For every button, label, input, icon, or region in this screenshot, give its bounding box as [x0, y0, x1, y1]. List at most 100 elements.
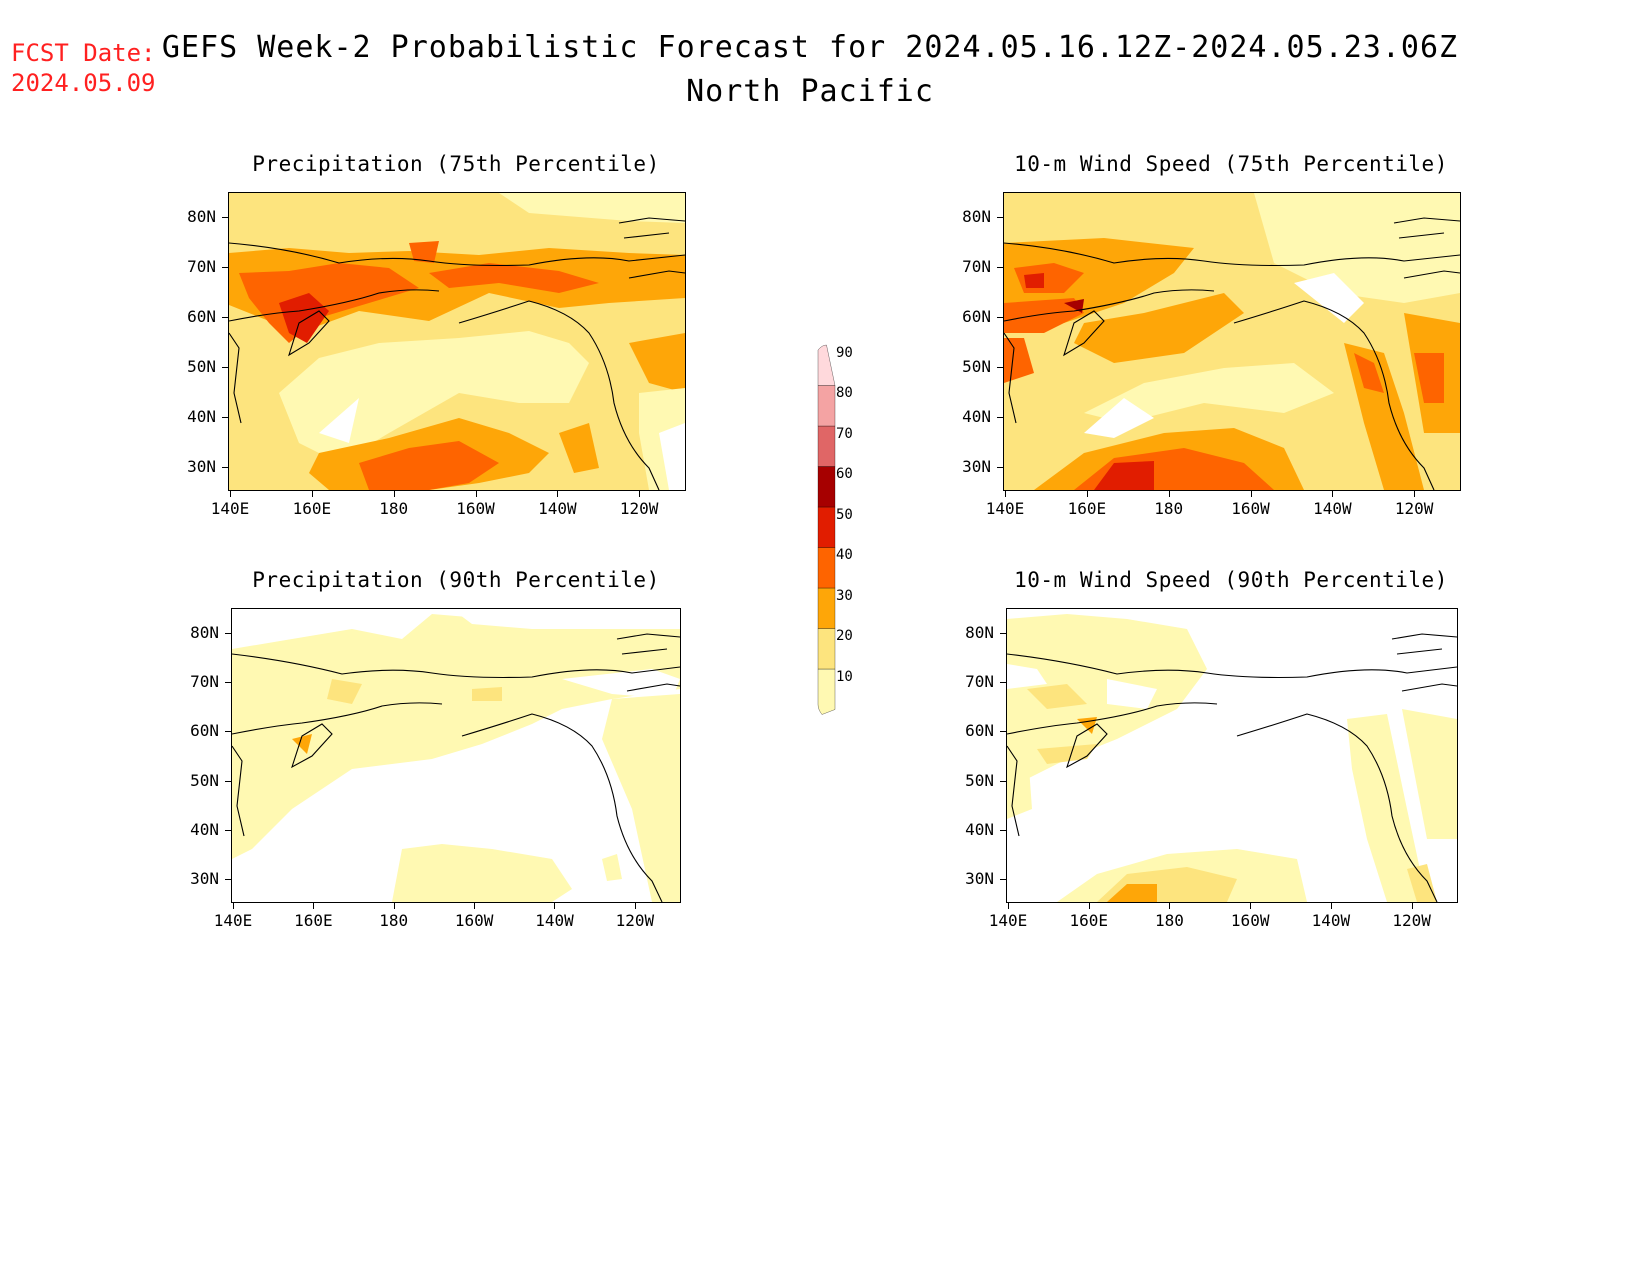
lon-tick: [1332, 491, 1334, 497]
colorbar-label: 80: [836, 385, 853, 401]
lat-label: 40N: [187, 406, 216, 426]
lon-label: 140W: [538, 499, 577, 518]
lon-label: 180: [379, 911, 409, 930]
lat-label: 30N: [187, 456, 216, 476]
lon-tick: [313, 903, 315, 909]
fcst-date: FCST Date: 2024.05.09: [11, 38, 156, 98]
lon-label: 140W: [1311, 911, 1351, 930]
lon-label: 120W: [1392, 911, 1431, 930]
lon-tick: [233, 903, 234, 909]
lon-tick: [1250, 903, 1252, 909]
lat-tick: [997, 316, 1003, 318]
lat-tick: [1000, 878, 1006, 880]
lon-label: 120W: [619, 499, 659, 518]
lat-tick: [225, 682, 231, 684]
lat-label: 50N: [187, 356, 216, 376]
lat-label: 50N: [962, 356, 991, 376]
lat-tick: [225, 780, 231, 782]
lon-tick: [557, 491, 559, 497]
colorbar-segment: [817, 668, 836, 715]
lon-tick: [474, 903, 476, 909]
colorbar-segment: [817, 547, 836, 589]
colorbar-label: 20: [836, 628, 853, 644]
colorbar-label: 70: [836, 425, 853, 442]
lat-label: 40N: [962, 406, 991, 426]
lat-label: 50N: [190, 770, 219, 790]
lon-tick: [639, 491, 641, 497]
lat-tick: [222, 416, 228, 418]
lon-label: 160W: [456, 499, 495, 518]
lon-label: 140E: [985, 499, 1025, 518]
lat-label: 60N: [962, 306, 991, 326]
subtitle: North Pacific: [686, 74, 934, 109]
lon-tick: [1414, 491, 1416, 497]
lon-tick: [1086, 491, 1088, 497]
lat-label: 40N: [190, 819, 219, 839]
lon-tick: [1411, 903, 1413, 909]
map-wind75: [1003, 192, 1461, 491]
lon-tick: [1168, 491, 1170, 497]
lon-label: 140E: [210, 499, 250, 518]
lon-tick: [475, 491, 477, 497]
colorbar-label: 50: [836, 506, 853, 523]
colorbar: [810, 335, 870, 745]
colorbar-segment: [817, 506, 836, 548]
lon-tick: [1330, 903, 1332, 909]
lat-tick: [222, 466, 228, 468]
lat-label: 80N: [962, 207, 991, 226]
lat-tick: [222, 266, 228, 268]
lon-tick: [393, 491, 395, 497]
colorbar-label: 60: [836, 466, 853, 482]
lat-tick: [222, 366, 228, 368]
lat-label: 80N: [187, 207, 216, 226]
lon-tick: [1088, 903, 1090, 909]
lat-label: 70N: [187, 256, 216, 276]
lon-tick: [230, 491, 231, 497]
lon-label: 180: [379, 499, 409, 518]
colorbar-label: 30: [836, 587, 853, 604]
lon-tick: [1169, 903, 1171, 909]
lon-label: 160E: [1067, 499, 1107, 518]
lat-label: 30N: [962, 456, 991, 476]
fcst-label: FCST Date:: [11, 39, 156, 67]
colorbar-label: 90: [836, 344, 853, 361]
lon-tick: [1250, 491, 1252, 497]
lat-tick: [997, 366, 1003, 368]
panel-title-precip90: Precipitation (90th Percentile): [252, 568, 660, 592]
lat-label: 80N: [965, 623, 994, 642]
lon-label: 160E: [294, 911, 333, 930]
lon-label: 140E: [213, 911, 253, 930]
map-precip75: [228, 192, 686, 491]
fcst-value: 2024.05.09: [11, 69, 156, 97]
lat-tick: [1000, 829, 1006, 831]
lon-label: 140W: [535, 911, 574, 930]
lat-tick: [997, 466, 1003, 468]
lat-tick: [1000, 633, 1006, 634]
colorbar-segment: [817, 628, 836, 670]
lat-label: 60N: [965, 721, 994, 741]
lat-label: 80N: [190, 623, 219, 642]
lon-label: 160W: [1231, 499, 1270, 518]
lat-tick: [1000, 731, 1006, 733]
lon-tick: [1005, 491, 1006, 497]
lat-tick: [225, 878, 231, 880]
lat-tick: [225, 633, 231, 634]
lat-tick: [1000, 780, 1006, 782]
map-precip90: [231, 608, 681, 903]
lat-tick: [225, 731, 231, 733]
panel-title-wind75: 10-m Wind Speed (75th Percentile): [1014, 152, 1448, 176]
lon-label: 120W: [1394, 499, 1434, 518]
lat-label: 40N: [965, 819, 994, 839]
lat-tick: [997, 416, 1003, 418]
lat-label: 30N: [190, 868, 219, 888]
lon-label: 120W: [615, 911, 655, 930]
lat-tick: [1000, 682, 1006, 684]
lat-label: 60N: [187, 306, 216, 326]
lat-tick: [997, 266, 1003, 268]
lon-tick: [1008, 903, 1009, 909]
lon-tick: [634, 903, 636, 909]
lat-tick: [222, 217, 228, 218]
colorbar-segment: [817, 344, 836, 386]
lon-tick: [554, 903, 556, 909]
lon-label: 180: [1154, 499, 1184, 518]
